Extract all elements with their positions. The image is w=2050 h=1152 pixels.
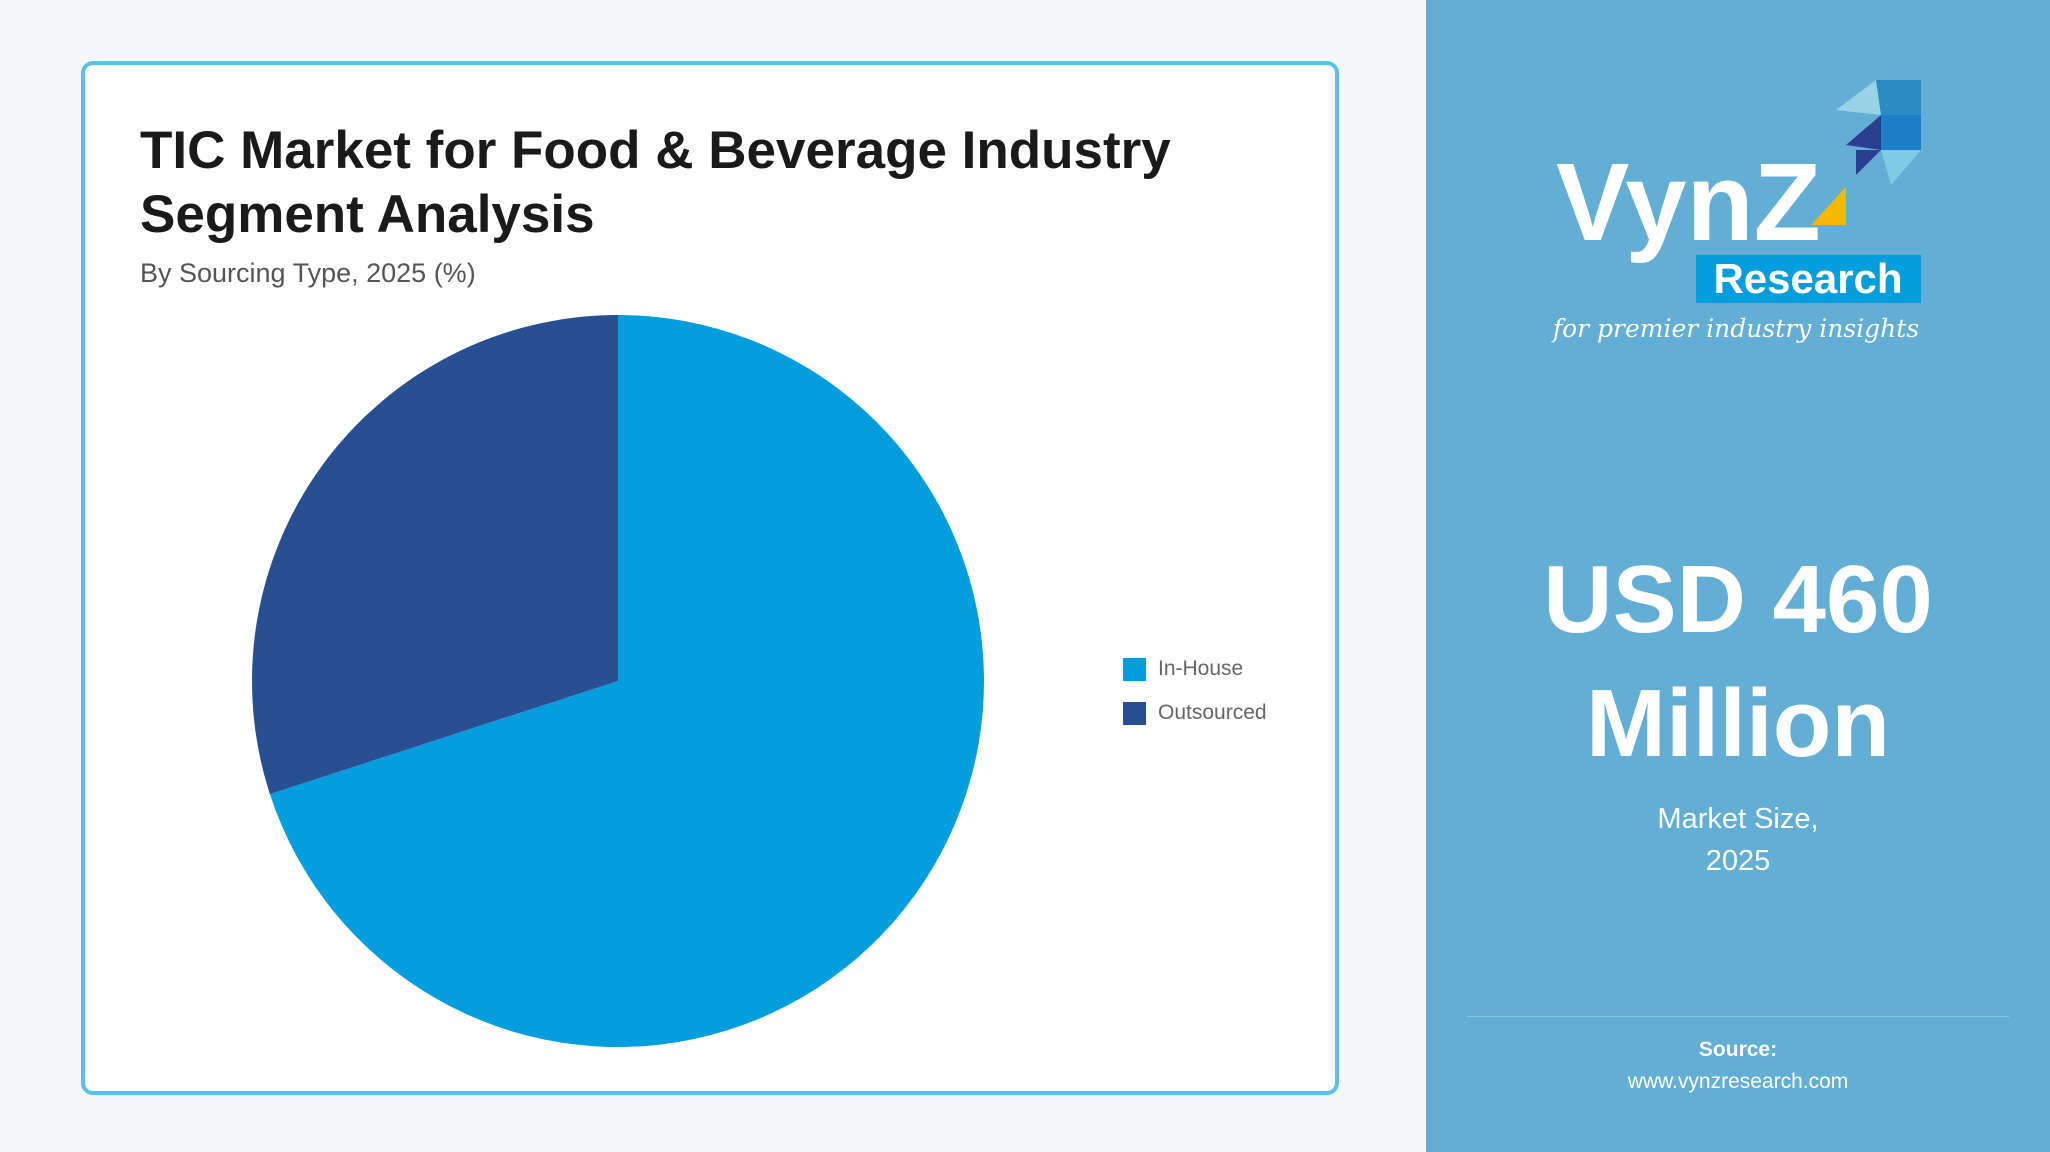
label-line-1: Market Size, (1657, 803, 1819, 835)
divider (1467, 1016, 2009, 1017)
market-size-label: Market Size, 2025 (1426, 798, 2050, 882)
legend-swatch (1123, 657, 1146, 681)
chart-title: TIC Market for Food & Beverage Industry S… (140, 119, 1171, 247)
chart-card: TIC Market for Food & Beverage Industry S… (81, 61, 1339, 1095)
source-url[interactable]: www.vynzresearch.com (1627, 1070, 1849, 1093)
label-line-2: 2025 (1705, 845, 1771, 877)
legend-label: Outsourced (1158, 701, 1267, 724)
chart-subtitle: By Sourcing Type, 2025 (%) (140, 258, 476, 288)
value-line-1: USD 460 (1543, 546, 1933, 653)
info-panel: VynZ Research for premier industry insig… (1426, 0, 2050, 1152)
svg-text:Research: Research (1713, 255, 1902, 302)
vynz-research-logo: VynZ Research for premier industry insig… (1551, 80, 1921, 343)
market-value: USD 460 Million (1426, 538, 2050, 786)
svg-text:for premier industry insights: for premier industry insights (1551, 314, 1919, 343)
legend-item[interactable]: In-House (1123, 647, 1267, 691)
pie-chart (251, 315, 985, 1047)
title-line-2: Segment Analysis (140, 185, 595, 244)
pie-slice-in-house (269, 315, 985, 1047)
legend-item[interactable]: Outsourced (1123, 691, 1267, 735)
pie-slice-outsourced (251, 315, 618, 795)
svg-text:VynZ: VynZ (1556, 141, 1821, 264)
source-label: Source: (1698, 1038, 1778, 1061)
title-line-1: TIC Market for Food & Beverage Industry (140, 121, 1171, 180)
legend-label: In-House (1158, 657, 1244, 680)
legend-swatch (1123, 701, 1146, 725)
legend: In-House Outsourced (1123, 647, 1267, 735)
value-line-2: Million (1586, 670, 1890, 777)
